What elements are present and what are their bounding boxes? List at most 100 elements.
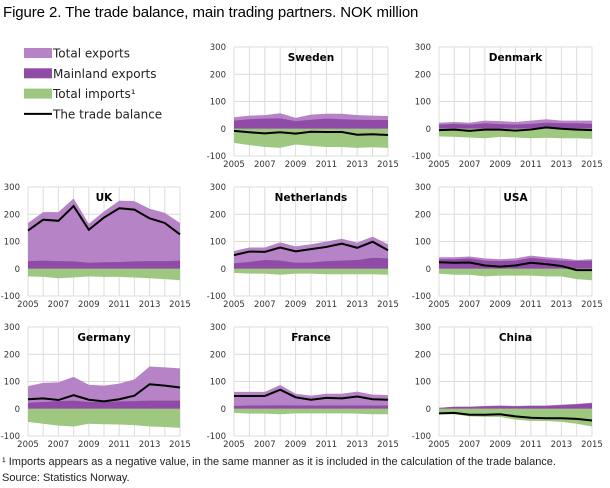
- source-note: Source: Statistics Norway.: [2, 472, 130, 484]
- x-tick-label: 2007: [254, 300, 276, 310]
- y-tick-label: -100: [412, 432, 431, 442]
- area-imports: [439, 408, 592, 427]
- x-tick-label: 2005: [223, 300, 245, 310]
- y-tick-label: 200: [210, 70, 226, 80]
- y-tick-label: 300: [4, 183, 20, 193]
- y-tick-label: 100: [4, 378, 20, 388]
- y-tick-label: 100: [415, 378, 431, 388]
- legend-label-imports: Total imports¹: [52, 87, 136, 101]
- x-tick-label: 2005: [17, 440, 39, 450]
- x-tick-label: 2009: [78, 300, 100, 310]
- x-tick-label: 2009: [78, 440, 100, 450]
- legend-swatch-total_exports: [24, 48, 52, 58]
- line-balance: [27, 204, 181, 236]
- x-tick-label: 2009: [285, 160, 307, 170]
- panel-title: Netherlands: [275, 192, 348, 204]
- x-tick-label: 2015: [377, 440, 399, 450]
- x-tick-label: 2007: [459, 300, 481, 310]
- x-tick-label: 2007: [459, 440, 481, 450]
- panel-title: Sweden: [288, 52, 335, 64]
- x-tick-label: 2005: [428, 300, 450, 310]
- x-tick-label: 2015: [377, 160, 399, 170]
- y-tick-label: 0: [15, 405, 20, 415]
- x-tick-label: 2011: [520, 440, 542, 450]
- x-tick-label: 2007: [459, 160, 481, 170]
- y-tick-label: -100: [412, 292, 431, 302]
- x-tick-label: 2005: [428, 160, 450, 170]
- y-tick-label: -100: [207, 292, 226, 302]
- x-tick-label: 2015: [377, 300, 399, 310]
- line-balance: [438, 261, 592, 272]
- area-imports: [28, 408, 180, 428]
- x-tick-label: 2013: [346, 300, 368, 310]
- area-mainland_exports: [234, 118, 388, 129]
- y-tick-label: 200: [4, 210, 20, 220]
- line-balance: [233, 240, 389, 257]
- area-mainland_exports: [234, 257, 388, 269]
- line-balance: [438, 411, 593, 422]
- y-tick-label: 100: [4, 238, 20, 248]
- area-imports: [234, 408, 388, 415]
- y-tick-label: -100: [1, 432, 20, 442]
- line-balance: [27, 383, 181, 403]
- y-tick-label: 100: [210, 378, 226, 388]
- area-imports: [234, 268, 388, 275]
- y-tick-label: 0: [426, 265, 431, 275]
- x-tick-label: 2011: [316, 440, 338, 450]
- y-tick-label: 300: [210, 323, 226, 333]
- legend-label-balance: The trade balance: [52, 107, 162, 121]
- y-tick-label: 100: [415, 98, 431, 108]
- y-tick-label: 200: [415, 210, 431, 220]
- y-tick-label: 0: [221, 265, 226, 275]
- legend-swatch-imports: [24, 88, 52, 99]
- y-tick-label: 200: [210, 210, 226, 220]
- line-balance: [233, 129, 389, 137]
- legend-swatch-mainland_exports: [24, 68, 52, 79]
- x-tick-label: 2009: [489, 160, 511, 170]
- x-tick-label: 2015: [581, 440, 603, 450]
- x-tick-label: 2015: [169, 300, 191, 310]
- y-tick-label: -100: [207, 152, 226, 162]
- x-tick-label: 2005: [223, 160, 245, 170]
- footnote: ¹ Imports appears as a negative value, i…: [2, 456, 556, 468]
- y-tick-label: 0: [221, 125, 226, 135]
- y-tick-label: -100: [412, 152, 431, 162]
- x-tick-label: 2009: [285, 300, 307, 310]
- panel-title: Germany: [77, 332, 130, 344]
- x-tick-label: 2013: [551, 300, 573, 310]
- panel-title: UK: [96, 192, 114, 204]
- legend-label-mainland_exports: Mainland exports: [53, 67, 157, 81]
- area-total_exports: [28, 198, 180, 269]
- y-tick-label: 200: [4, 350, 20, 360]
- area-imports: [439, 268, 592, 281]
- y-tick-label: 300: [415, 323, 431, 333]
- line-balance: [438, 126, 593, 132]
- y-tick-label: 200: [210, 350, 226, 360]
- x-tick-label: 2005: [428, 440, 450, 450]
- x-tick-label: 2011: [316, 300, 338, 310]
- line-balance: [234, 388, 389, 401]
- area-imports: [28, 268, 180, 281]
- area-mainland_exports: [234, 405, 388, 409]
- x-tick-label: 2005: [17, 300, 39, 310]
- x-tick-label: 2013: [551, 160, 573, 170]
- y-tick-label: -100: [207, 432, 226, 442]
- x-tick-label: 2007: [48, 440, 70, 450]
- x-tick-label: 2011: [316, 160, 338, 170]
- y-tick-label: 100: [415, 238, 431, 248]
- x-tick-label: 2009: [489, 300, 511, 310]
- x-tick-label: 2005: [223, 440, 245, 450]
- panel-title: USA: [503, 192, 528, 204]
- x-tick-label: 2015: [169, 440, 191, 450]
- area-mainland_exports: [28, 400, 180, 409]
- y-tick-label: 300: [210, 43, 226, 53]
- x-tick-label: 2015: [581, 300, 603, 310]
- x-tick-label: 2009: [489, 440, 511, 450]
- x-tick-label: 2011: [520, 160, 542, 170]
- x-tick-label: 2013: [551, 440, 573, 450]
